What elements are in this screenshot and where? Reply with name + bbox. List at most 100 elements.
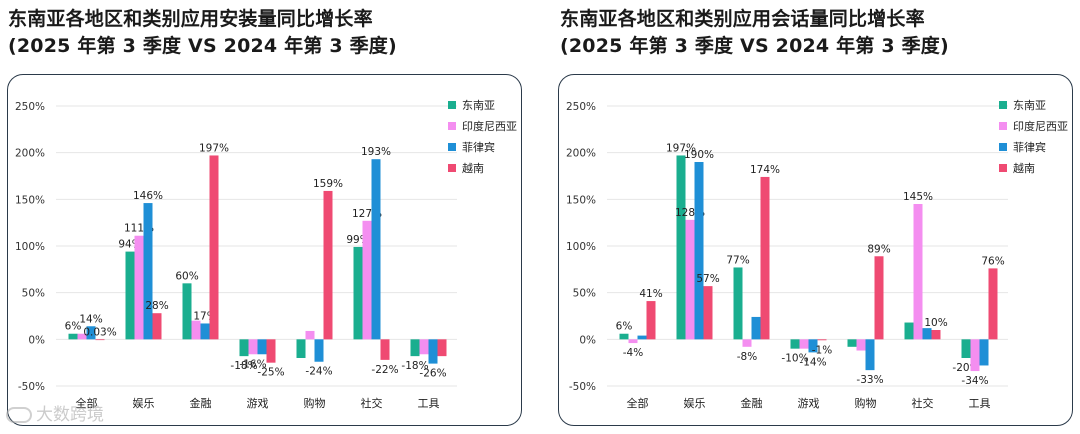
bar-印度尼西亚: [191, 320, 201, 340]
legend-swatch: [448, 164, 456, 172]
bar-越南: [152, 313, 162, 340]
bar-越南: [988, 268, 998, 340]
data-label: 57%: [696, 273, 719, 285]
y-tick-label: 0%: [28, 334, 45, 346]
y-tick-label: -50%: [18, 381, 45, 393]
chart-title-sessions: 东南亚各地区和类别应用会话量同比增长率 (2025 年第 3 季度 VS 202…: [560, 6, 949, 60]
bar-越南: [209, 155, 219, 340]
bar-印度尼西亚: [970, 339, 980, 372]
y-tick-label: 150%: [15, 194, 45, 206]
bar-菲律宾: [314, 339, 324, 362]
data-label: -26%: [419, 368, 446, 380]
bar-菲律宾: [865, 339, 875, 371]
data-label: 0.03%: [83, 326, 116, 338]
data-label: -14%: [799, 356, 826, 368]
x-tick-label: 工具: [969, 397, 991, 410]
bar-印度尼西亚: [77, 333, 87, 340]
data-label: -1%: [812, 344, 832, 356]
bar-菲律宾: [143, 203, 153, 340]
data-label: 77%: [726, 254, 749, 266]
x-tick-label: 娱乐: [684, 396, 706, 410]
bar-菲律宾: [808, 339, 818, 353]
legend-label: 菲律宾: [1013, 140, 1046, 154]
data-label: -24%: [305, 366, 332, 378]
legend-label: 印度尼西亚: [462, 119, 517, 133]
data-label: 197%: [666, 142, 696, 154]
y-tick-label: 50%: [573, 288, 596, 300]
bar-东南亚: [239, 339, 249, 357]
bar-印度尼西亚: [742, 339, 752, 347]
bar-东南亚: [68, 333, 78, 340]
bar-印度尼西亚: [305, 330, 315, 340]
bar-东南亚: [296, 339, 306, 358]
data-label: 14%: [79, 313, 102, 325]
data-label: 76%: [981, 255, 1004, 267]
legend-label: 越南: [462, 161, 484, 175]
bar-越南: [323, 190, 333, 340]
y-tick-label: -50%: [569, 381, 596, 393]
data-label: -33%: [856, 374, 883, 386]
bar-越南: [874, 256, 884, 340]
x-tick-label: 金融: [190, 396, 212, 410]
chart-card-sessions: -50% 0% 50% 100% 150% 200% 250% 6% -4% 41% 全部 197% 1…: [558, 74, 1073, 426]
bar-印度尼西亚: [685, 219, 695, 340]
data-label: 41%: [639, 288, 662, 300]
x-tick-label: 社交: [912, 396, 934, 410]
x-tick-label: 全部: [627, 396, 649, 410]
legend-swatch: [448, 101, 456, 109]
x-tick-label: 社交: [361, 396, 383, 410]
data-label: 190%: [684, 149, 714, 161]
data-label: 6%: [616, 321, 633, 333]
bar-菲律宾: [694, 162, 704, 340]
legend-label: 东南亚: [462, 99, 495, 112]
data-label: 193%: [361, 146, 391, 158]
bar-东南亚: [961, 339, 971, 358]
chart-title-installs: 东南亚各地区和类别应用安装量同比增长率 (2025 年第 3 季度 VS 202…: [8, 6, 397, 60]
bar-东南亚: [904, 322, 914, 340]
data-label: -16%: [239, 358, 266, 370]
y-tick-label: 0%: [579, 334, 596, 346]
data-label: 28%: [145, 300, 168, 312]
legend-swatch: [448, 122, 456, 130]
bar-印度尼西亚: [248, 339, 258, 355]
bar-菲律宾: [86, 326, 96, 340]
installs-bar-chart: -50%0%50%100%150%200%250%6%14%0.03%全部94%…: [15, 99, 517, 410]
legend-label: 越南: [1013, 161, 1035, 175]
y-tick-label: 200%: [566, 148, 596, 160]
legend-swatch: [999, 143, 1007, 151]
chart-title-line1: 东南亚各地区和类别应用安装量同比增长率: [8, 8, 373, 30]
bar-菲律宾: [428, 339, 438, 364]
y-tick-label: 150%: [566, 194, 596, 206]
bar-越南: [703, 286, 713, 340]
data-label: 146%: [133, 190, 163, 202]
bar-越南: [817, 339, 827, 341]
bar-菲律宾: [257, 339, 267, 355]
data-label: 10%: [924, 317, 947, 329]
bar-越南: [931, 330, 941, 340]
legend-swatch: [999, 101, 1007, 109]
data-label: -25%: [257, 367, 284, 379]
data-label: -4%: [623, 347, 643, 359]
watermark-text: 大数跨境: [36, 405, 104, 425]
x-tick-label: 游戏: [798, 397, 820, 410]
data-label: 145%: [903, 191, 933, 203]
data-label: -34%: [961, 375, 988, 387]
y-tick-label: 200%: [15, 148, 45, 160]
bar-印度尼西亚: [913, 204, 923, 340]
bar-东南亚: [790, 339, 800, 349]
bar-越南: [437, 339, 447, 357]
y-tick-label: 100%: [566, 241, 596, 253]
y-tick-label: 250%: [566, 101, 596, 113]
data-label: -8%: [737, 351, 757, 363]
x-tick-label: 娱乐: [133, 396, 155, 410]
x-tick-label: 金融: [741, 396, 763, 410]
bar-菲律宾: [371, 159, 381, 340]
bar-印度尼西亚: [628, 339, 638, 344]
bar-印度尼西亚: [362, 220, 372, 340]
bar-东南亚: [733, 267, 743, 340]
data-label: 89%: [867, 243, 890, 255]
bar-菲律宾: [751, 316, 761, 340]
bar-东南亚: [182, 283, 192, 340]
chart-title-line2: (2025 年第 3 季度 VS 2024 年第 3 季度): [560, 35, 949, 57]
data-label: -18%: [401, 360, 428, 372]
